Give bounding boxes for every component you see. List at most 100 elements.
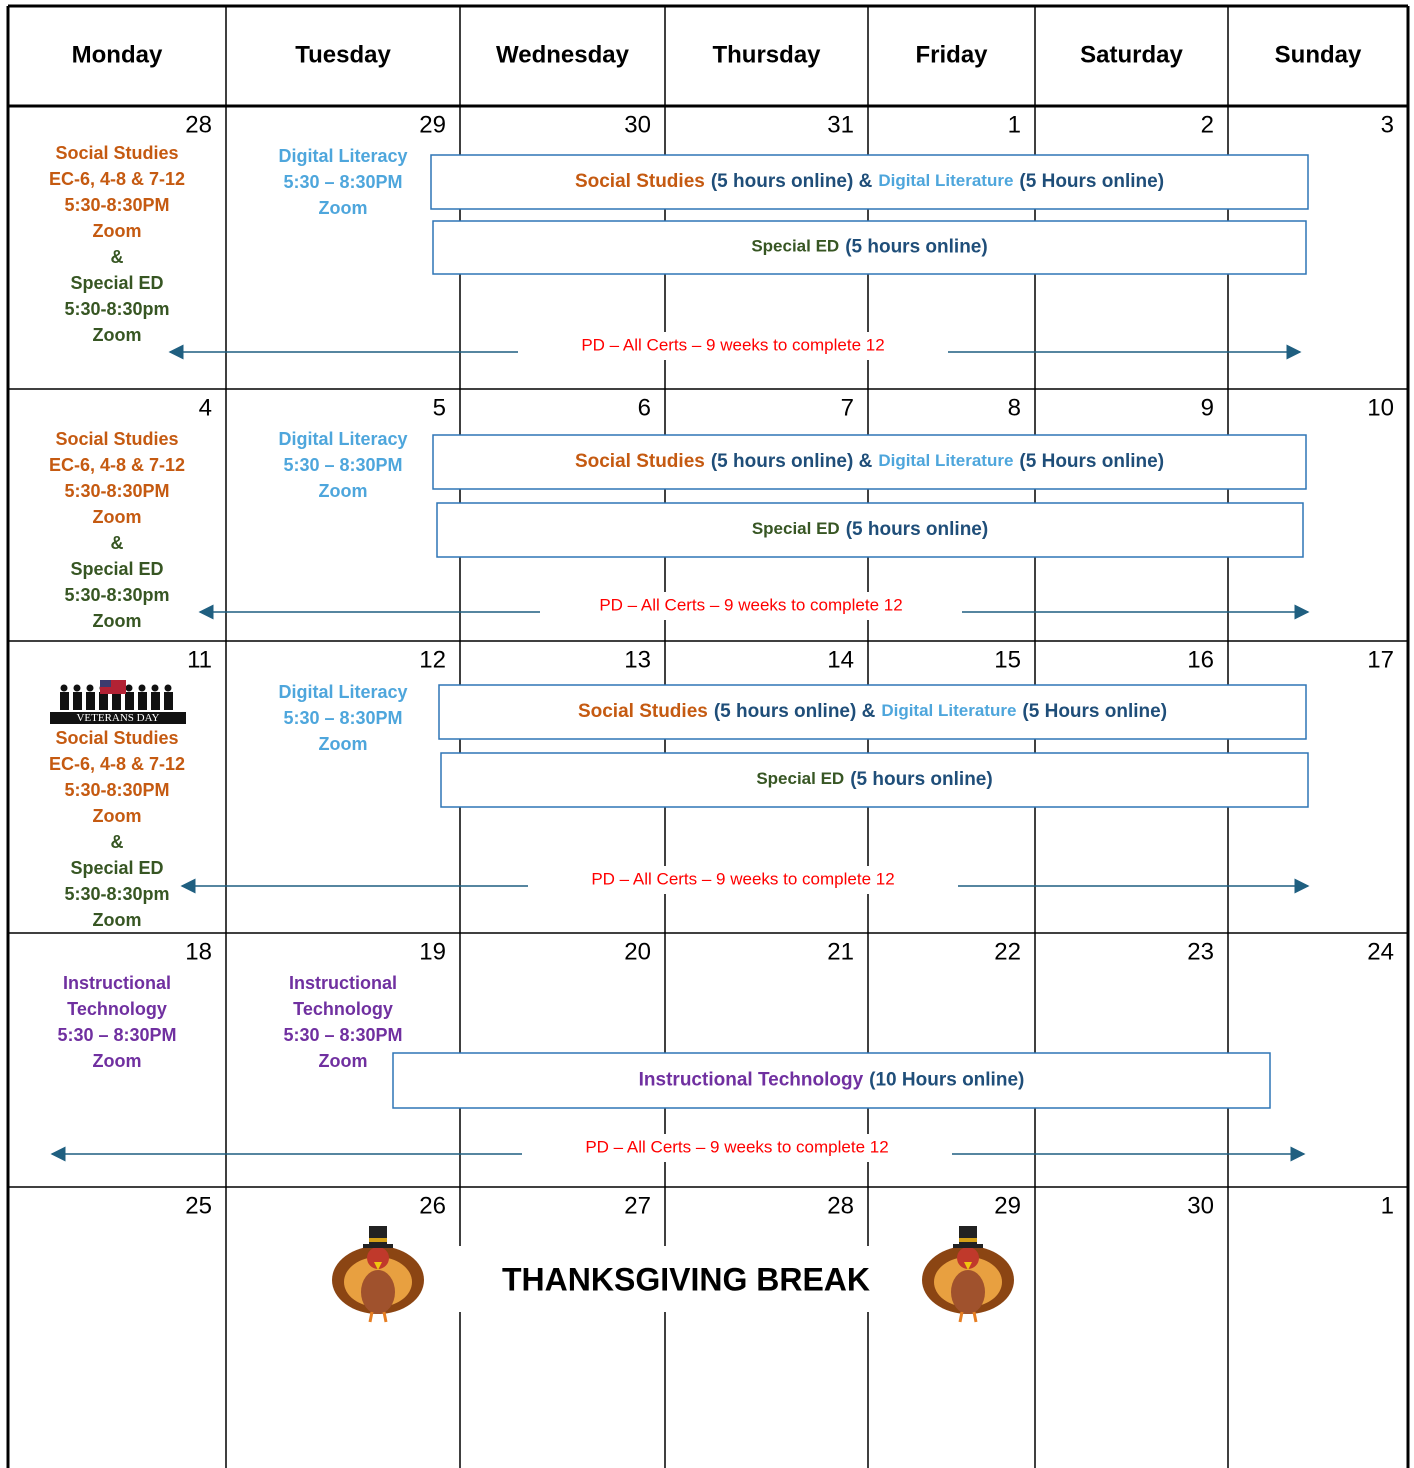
day-header: Wednesday (496, 41, 630, 68)
monday-event-line: Zoom (93, 221, 142, 241)
bar-segment: (10 Hours online) (869, 1070, 1024, 1091)
date-number: 23 (1187, 938, 1214, 965)
date-number: 25 (185, 1192, 212, 1219)
monday-event-line: Special ED (70, 858, 163, 878)
date-number: 29 (419, 111, 446, 138)
date-number: 16 (1187, 646, 1214, 673)
event-bar-text: Special ED (5 hours online) (751, 237, 987, 258)
monday-event-line: EC-6, 4-8 & 7-12 (49, 169, 185, 189)
silhouette-body (73, 692, 82, 710)
tuesday-event-line: Digital Literacy (278, 682, 407, 702)
turkey-hat (959, 1226, 977, 1246)
date-number: 5 (433, 394, 446, 421)
image-caption: VETERANS DAY (76, 712, 159, 724)
turkey-leg (958, 1311, 964, 1323)
bar-segment: (5 Hours online) (1019, 171, 1164, 192)
silhouette-head (73, 684, 81, 692)
date-number: 28 (185, 111, 212, 138)
turkey-hat-brim (953, 1244, 983, 1248)
monday-event-line: EC-6, 4-8 & 7-12 (49, 455, 185, 475)
day-header: Sunday (1275, 41, 1362, 68)
day-header: Monday (72, 41, 163, 68)
monday-event-line: 5:30-8:30PM (64, 195, 169, 215)
silhouette-body (60, 692, 69, 710)
date-number: 26 (419, 1192, 446, 1219)
turkey-body (951, 1270, 985, 1314)
veterans-day-image: VETERANS DAY (50, 680, 186, 724)
turkey-hat (369, 1226, 387, 1246)
date-number: 17 (1367, 646, 1394, 673)
silhouette-head (164, 684, 172, 692)
bar-segment: Special ED (752, 519, 840, 538)
silhouette-head (138, 684, 146, 692)
turkey-head (367, 1247, 389, 1269)
bar-segment: Social Studies (575, 171, 705, 192)
monday-event-line: Special ED (70, 559, 163, 579)
turkey-hat-band (369, 1238, 387, 1242)
monday-event-line: Social Studies (55, 429, 178, 449)
bar-segment: (5 hours online) (850, 769, 993, 790)
silhouette-body (112, 692, 121, 710)
turkey-hat-brim (363, 1244, 393, 1248)
silhouette-body (99, 692, 108, 710)
date-number: 6 (638, 394, 651, 421)
silhouette-body (138, 692, 147, 710)
bar-segment: Digital Literature (878, 451, 1013, 470)
date-number: 2 (1201, 111, 1214, 138)
event-bar (438, 684, 1307, 740)
day-header: Tuesday (295, 41, 391, 68)
monday-event-line: Special ED (70, 273, 163, 293)
date-number: 29 (994, 1192, 1021, 1219)
monday-event-line: EC-6, 4-8 & 7-12 (49, 754, 185, 774)
turkey-beak (964, 1262, 972, 1270)
bar-segment: (5 hours online) & (711, 171, 873, 192)
date-number: 22 (994, 938, 1021, 965)
pd-bg (528, 866, 958, 894)
date-number: 4 (199, 394, 212, 421)
date-number: 9 (1201, 394, 1214, 421)
pd-bg (518, 332, 948, 360)
monday-event-line: Instructional (63, 973, 171, 993)
silhouette-head (86, 684, 94, 692)
tuesday-event-line: Instructional (289, 973, 397, 993)
caption-bg (50, 712, 186, 724)
tuesday-event-line: Zoom (319, 481, 368, 501)
event-bar-text: Social Studies (5 hours online) & Digital … (575, 171, 1164, 192)
pd-bg (522, 1134, 952, 1162)
event-bar-text: Instructional Technology (10 Hours online… (639, 1070, 1025, 1091)
monday-event-line: & (111, 832, 124, 852)
turkey-leg (368, 1311, 374, 1323)
bar-segment: (5 hours online) & (711, 451, 873, 472)
silhouette-body (151, 692, 160, 710)
event-bar-text: Special ED (5 hours online) (752, 519, 988, 540)
event-bar (440, 752, 1309, 808)
monday-event-line: Zoom (93, 806, 142, 826)
turkey-head (957, 1247, 979, 1269)
date-number: 20 (624, 938, 651, 965)
monday-event-line: 5:30-8:30PM (64, 481, 169, 501)
bar-segment: Instructional Technology (639, 1070, 864, 1091)
day-header: Thursday (712, 41, 821, 68)
date-number: 14 (827, 646, 854, 673)
date-number: 15 (994, 646, 1021, 673)
date-number: 12 (419, 646, 446, 673)
content: Monday Tuesday Wednesday Thursday Friday Satu… (49, 41, 1394, 1326)
monday-event-line: 5:30-8:30pm (64, 299, 169, 319)
day-header: Friday (915, 41, 988, 68)
pd-text: PD – All Certs – 9 weeks to complete 12 (581, 335, 884, 354)
turkey-icon (916, 1222, 1020, 1326)
event-bar-text: Social Studies (5 hours online) & Digital … (578, 701, 1167, 722)
bar-segment: (5 Hours online) (1019, 451, 1164, 472)
day-header: Saturday (1080, 41, 1183, 68)
tuesday-event-line: Zoom (319, 1051, 368, 1071)
date-number: 28 (827, 1192, 854, 1219)
silhouette-body (164, 692, 173, 710)
event-bar (436, 502, 1304, 558)
turkey-leg (382, 1311, 388, 1323)
date-number: 3 (1381, 111, 1394, 138)
date-number: 24 (1367, 938, 1394, 965)
monday-event-line: 5:30-8:30pm (64, 884, 169, 904)
event-bar-text: Special ED (5 hours online) (756, 769, 992, 790)
date-number: 18 (185, 938, 212, 965)
